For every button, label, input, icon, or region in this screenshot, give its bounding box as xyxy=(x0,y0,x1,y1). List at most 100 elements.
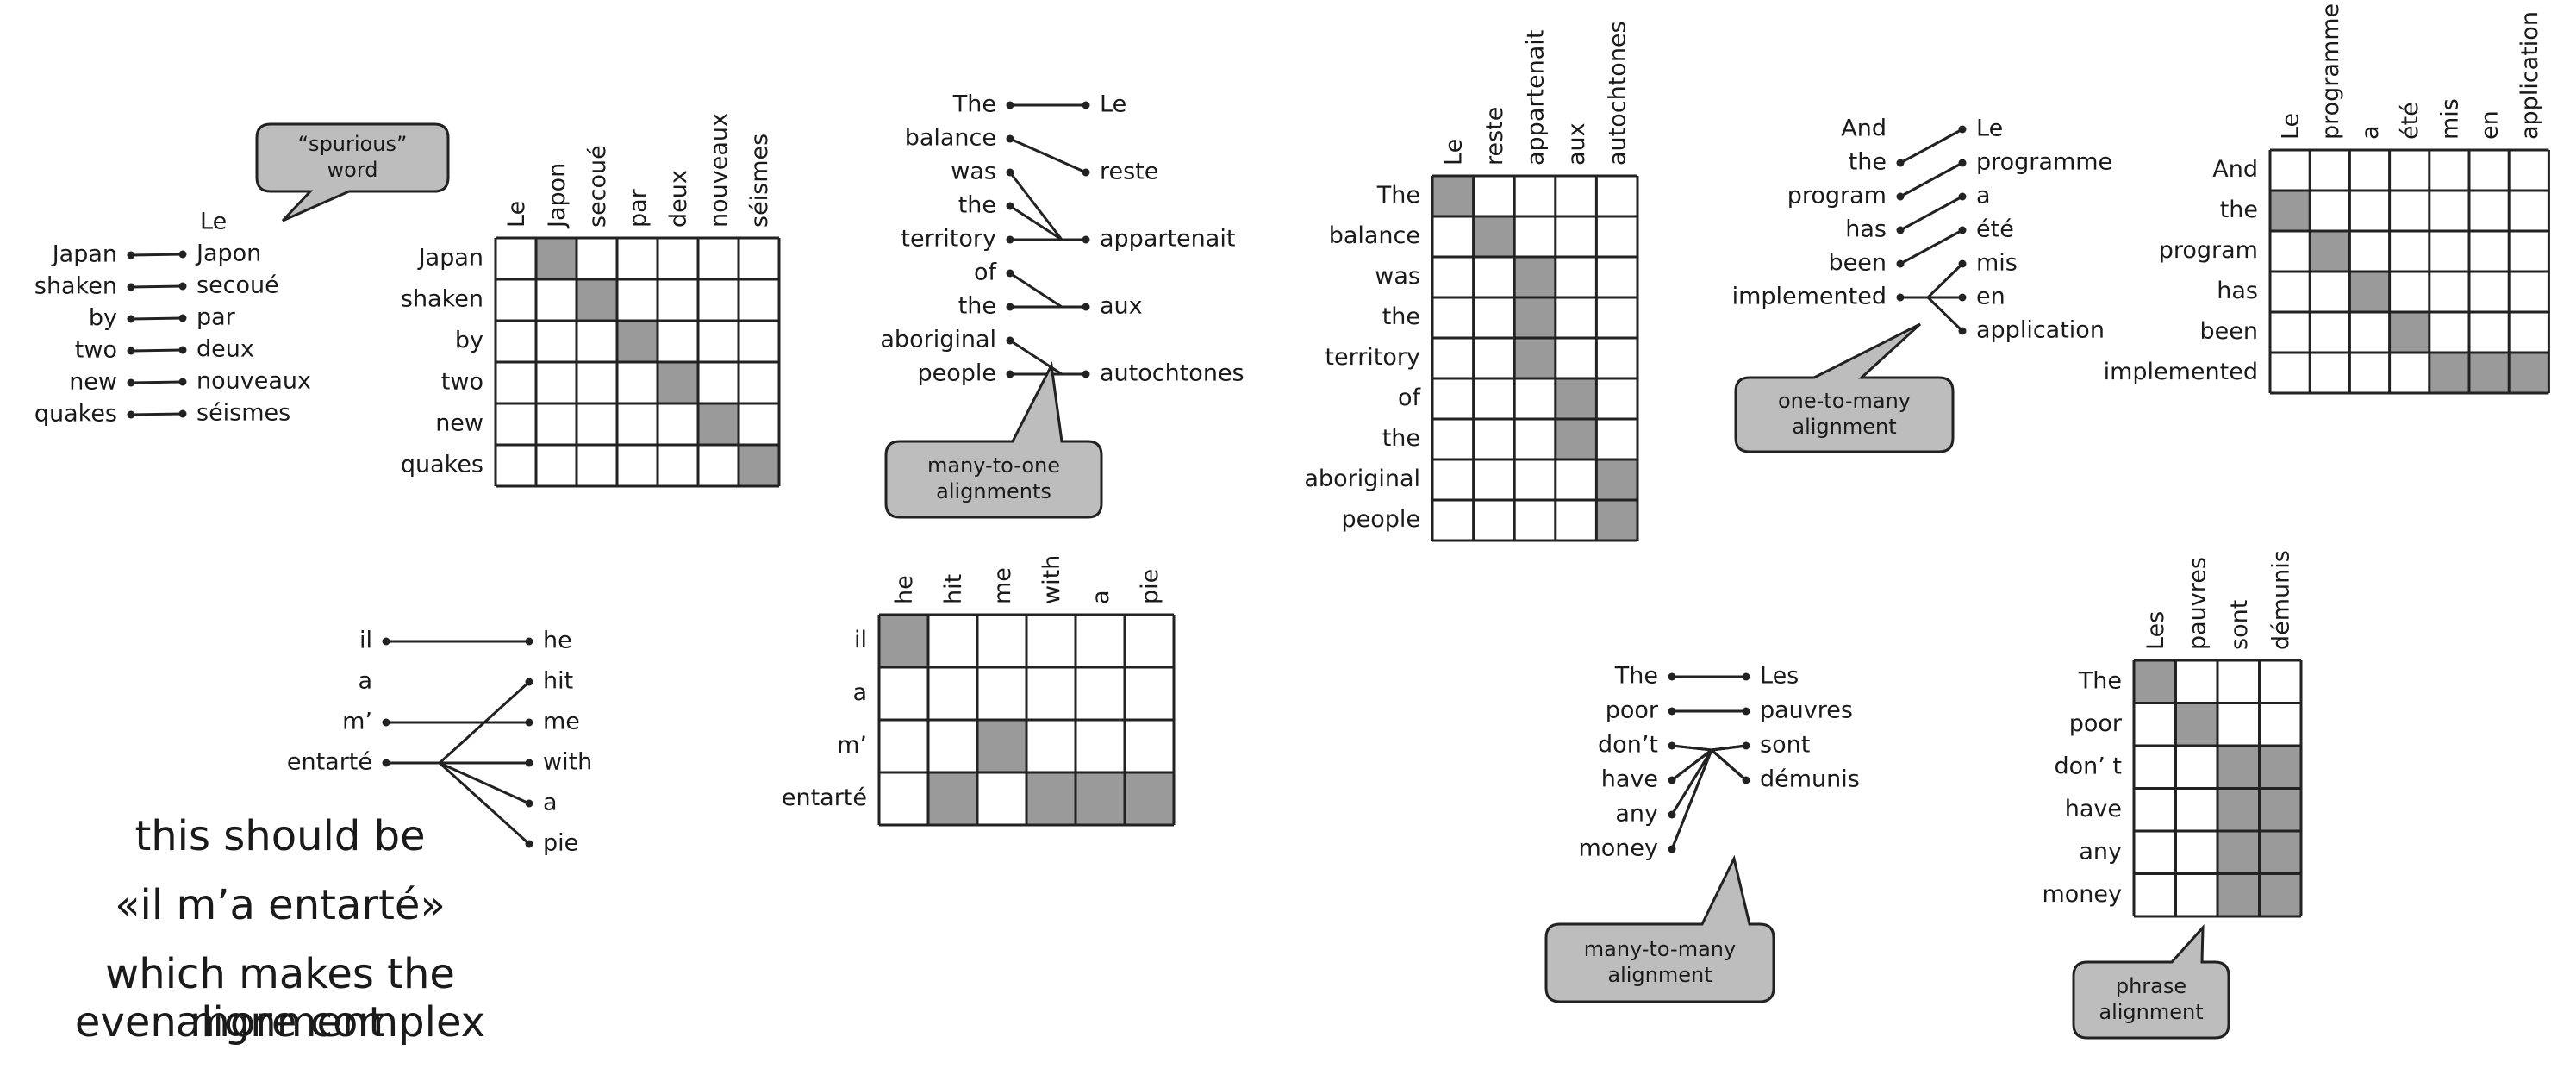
poor-cell-8 xyxy=(2217,873,2260,916)
program-link xyxy=(1926,296,1964,333)
japan-src-word: two xyxy=(75,337,117,364)
entarte-cell-2 xyxy=(928,772,977,825)
japan-tgt-word: Le xyxy=(200,209,227,235)
balance-col-label: Le xyxy=(1440,139,1467,166)
poor-tgt-word: sont xyxy=(1760,732,1810,759)
program-src-word: has xyxy=(1845,216,1887,243)
entarte-col-label: pie xyxy=(1137,569,1163,604)
poor-cell-7 xyxy=(2259,831,2301,874)
poor-row-label: any xyxy=(2079,838,2122,865)
balance-tgt-word: aux xyxy=(1100,293,1143,320)
program-cell-3 xyxy=(2389,312,2429,353)
program-row-label: program xyxy=(2159,237,2258,264)
balance-src-word: the xyxy=(958,293,996,320)
entarte-link xyxy=(439,761,530,805)
japan-row-label: two xyxy=(441,369,483,396)
poor-src-word: money xyxy=(1578,835,1658,862)
program-tgt-word: Le xyxy=(1976,116,2003,142)
entarte-row-label: entarté xyxy=(782,784,867,811)
entarte-src-word: a xyxy=(358,668,372,695)
entarte-row-label: a xyxy=(852,679,867,706)
program-col-label: mis xyxy=(2436,98,2463,140)
program-link xyxy=(1899,161,1963,198)
japan-col-label: deux xyxy=(665,170,692,228)
japan-callout-text: “spurious” xyxy=(298,132,408,156)
entarte-row-label: m’ xyxy=(837,732,867,759)
poor-link xyxy=(1670,749,1713,850)
japan-src-word: Japan xyxy=(51,241,117,268)
poor-col-label: pauvres xyxy=(2184,557,2211,650)
balance-src-word: balance xyxy=(905,125,996,152)
balance-link xyxy=(1009,339,1063,376)
balance-cell-1 xyxy=(1473,216,1515,257)
poor-src-word: don’t xyxy=(1598,732,1658,759)
balance-row-label: aboriginal xyxy=(1304,466,1420,492)
entarte-cell-4 xyxy=(1076,772,1125,825)
balance-src-word: territory xyxy=(901,226,996,253)
program-src-word: program xyxy=(1787,183,1887,209)
program-col-label: Le xyxy=(2278,113,2305,140)
balance-cell-8 xyxy=(1596,500,1637,541)
japan-row-label: Japan xyxy=(417,245,483,272)
japan-link xyxy=(130,412,184,416)
program-callout-text: alignment xyxy=(1792,415,1896,439)
japan-row-label: by xyxy=(455,328,483,354)
note-line-3: which makes the alignment xyxy=(105,950,455,1047)
poor-cell-6 xyxy=(2217,831,2260,874)
japan-cell-2 xyxy=(617,321,658,362)
japan-row-label: shaken xyxy=(401,286,483,313)
entarte-col-label: hit xyxy=(940,574,967,604)
poor-cell-1 xyxy=(2175,703,2217,746)
japan-src-word: new xyxy=(69,369,117,396)
program-col-label: programme xyxy=(2317,3,2344,140)
poor-row-label: poor xyxy=(2069,710,2123,737)
poor-callout-text: alignment xyxy=(1607,963,1712,987)
balance-link xyxy=(1009,137,1087,174)
japan-cell-3 xyxy=(658,362,698,403)
balance-link xyxy=(1008,172,1063,241)
entarte-cell-3 xyxy=(1026,772,1076,825)
program-tgt-word: été xyxy=(1976,216,2014,243)
poor-tgt-word: démunis xyxy=(1760,766,1860,793)
program-src-word: been xyxy=(1829,250,1887,277)
phrase-callout-text: phrase xyxy=(2116,974,2186,998)
program-tgt-word: a xyxy=(1976,183,1991,209)
balance-src-word: people xyxy=(917,360,996,387)
japan-link xyxy=(130,253,184,257)
japan-col-label: Le xyxy=(503,201,530,228)
balance-row-label: the xyxy=(1382,425,1420,452)
balance-row-label: balance xyxy=(1329,222,1420,249)
balance-row-label: The xyxy=(1376,182,1420,209)
japan-col-label: Japon xyxy=(544,163,571,229)
balance-tgt-word: autochtones xyxy=(1100,360,1244,387)
balance-row-label: territory xyxy=(1325,344,1420,371)
program-link xyxy=(1899,195,1963,232)
entarte-col-label: me xyxy=(989,567,1016,604)
program-link xyxy=(1899,128,1963,165)
entarte-tgt-word: hit xyxy=(543,668,573,695)
entarte-tgt-word: me xyxy=(543,709,580,735)
balance-col-label: aux xyxy=(1563,122,1590,166)
entarte-link xyxy=(438,680,531,765)
japan-src-word: by xyxy=(89,305,117,332)
program-cell-0 xyxy=(2270,191,2311,231)
balance-cell-7 xyxy=(1596,459,1637,500)
japan-row-label: quakes xyxy=(401,452,483,478)
balance-src-word: of xyxy=(974,259,998,286)
poor-row-label: have xyxy=(2065,796,2122,822)
poor-col-label: sont xyxy=(2226,600,2253,650)
balance-tgt-word: reste xyxy=(1100,159,1158,185)
balance-cell-5 xyxy=(1555,378,1597,419)
poor-cell-5 xyxy=(2259,788,2301,831)
program-callout xyxy=(1734,322,1955,453)
program-col-label: été xyxy=(2397,102,2423,140)
poor-tgt-word: pauvres xyxy=(1760,697,1853,724)
poor-cell-2 xyxy=(2217,746,2260,789)
note-line-1: this should be xyxy=(134,812,426,860)
poor-link xyxy=(1671,748,1712,782)
japan-src-word: quakes xyxy=(34,401,117,428)
japan-cell-5 xyxy=(739,445,779,486)
poor-link xyxy=(1671,744,1712,752)
balance-cell-2 xyxy=(1514,257,1556,297)
